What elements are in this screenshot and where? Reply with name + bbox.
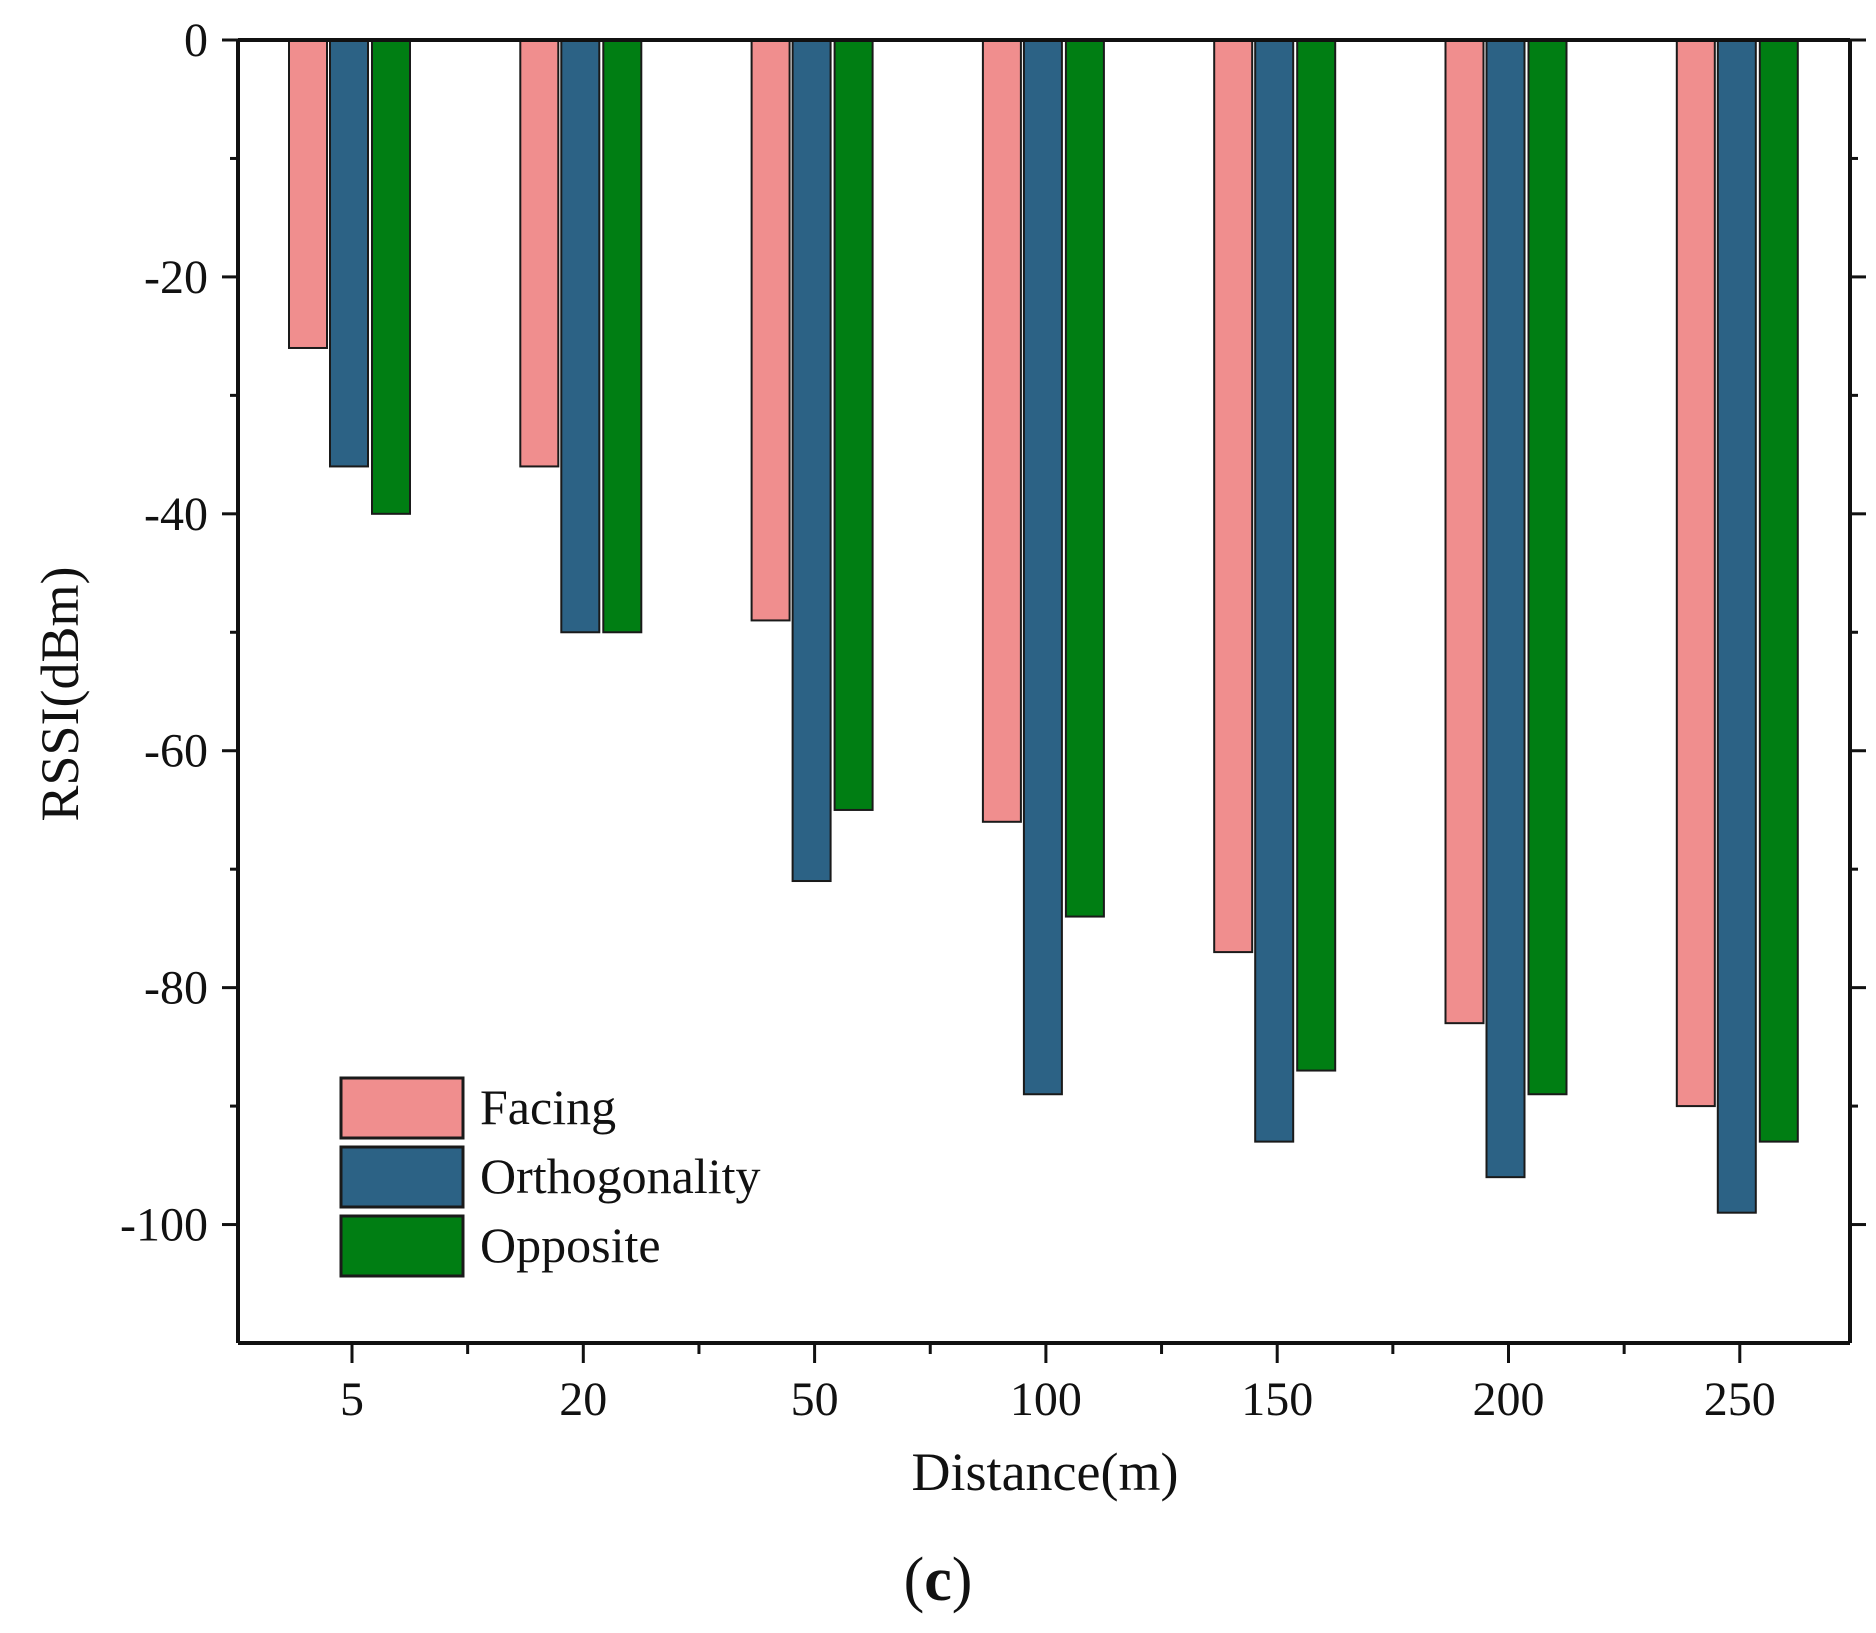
bar-opposite-250	[1758, 39, 1799, 1143]
x-tick-label: 200	[1473, 1373, 1545, 1426]
legend: Facing Orthogonality Opposite	[339, 1076, 761, 1278]
bar-orthogonality-150	[1254, 39, 1295, 1143]
y-tick-label: -40	[144, 488, 208, 541]
panel-label-close: )	[952, 1546, 973, 1614]
y-tick-label: -80	[144, 962, 208, 1015]
bars-layer	[288, 39, 1799, 1214]
x-tick-label: 250	[1704, 1373, 1776, 1426]
legend-label-facing: Facing	[480, 1079, 616, 1135]
bar-facing-150	[1213, 39, 1254, 954]
x-tick-label: 5	[340, 1373, 364, 1426]
x-tick-label: 150	[1241, 1373, 1313, 1426]
bar-opposite-20	[602, 39, 643, 634]
panel-label: (c)	[904, 1546, 973, 1614]
legend-swatch-opposite	[339, 1214, 465, 1278]
bar-opposite-100	[1064, 39, 1105, 918]
bar-opposite-200	[1527, 39, 1568, 1096]
x-tick-label: 100	[1010, 1373, 1082, 1426]
bar-opposite-150	[1296, 39, 1337, 1072]
bar-orthogonality-5	[329, 39, 369, 468]
y-tick-label: 0	[184, 14, 208, 67]
panel-label-letter: c	[924, 1546, 952, 1614]
y-axis-title: RSSI(dBm)	[30, 566, 90, 821]
legend-swatch-orthogonality	[339, 1145, 465, 1209]
y-tick-label: -60	[144, 725, 208, 778]
legend-label-orthogonality: Orthogonality	[480, 1148, 761, 1204]
bar-facing-250	[1675, 39, 1716, 1108]
x-tick-label: 20	[559, 1373, 607, 1426]
x-tick-label: 50	[791, 1373, 839, 1426]
legend-label-opposite: Opposite	[480, 1217, 661, 1273]
axes-layer	[236, 38, 1852, 1345]
panel-label-open: (	[904, 1546, 925, 1614]
y-tick-label: -100	[120, 1199, 208, 1252]
legend-swatch-facing	[339, 1076, 465, 1140]
x-axis-title: Distance(m)	[912, 1442, 1179, 1502]
bar-opposite-50	[833, 39, 874, 811]
bar-orthogonality-100	[1022, 39, 1063, 1096]
bar-facing-100	[981, 39, 1022, 823]
bar-orthogonality-50	[791, 39, 832, 883]
bar-facing-50	[750, 39, 791, 622]
ticks-layer: 0 -20 -40 -60 -80 -100 5 20 50 100 150 200 250	[120, 14, 1866, 1426]
y-tick-label: -20	[144, 251, 208, 304]
bar-orthogonality-200	[1485, 39, 1526, 1179]
bar-orthogonality-250	[1716, 39, 1757, 1214]
bar-orthogonality-20	[560, 39, 601, 634]
bar-facing-5	[288, 39, 328, 349]
bar-facing-20	[519, 39, 560, 468]
bar-facing-200	[1444, 39, 1485, 1025]
bar-opposite-5	[371, 39, 411, 515]
